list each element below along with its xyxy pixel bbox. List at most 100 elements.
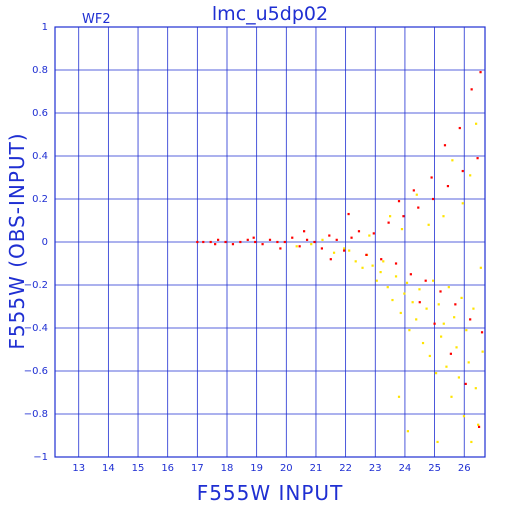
scatter-point [446,185,450,188]
scatter-point [196,240,199,244]
scatter-point [348,249,351,252]
scatter-point [450,395,453,398]
x-tick-label: 14 [102,463,115,474]
scatter-point [418,288,421,291]
scatter-point [436,440,439,444]
x-tick-label: 13 [72,463,85,474]
scatter-point [231,243,235,246]
scatter-point [458,126,461,130]
scatter-point [460,296,463,299]
scatter-point [434,372,438,375]
scatter-point [428,354,431,358]
scatter-point [361,266,364,269]
scatter-point [455,346,458,349]
scatter-point [375,279,378,282]
x-tick-label: 17 [191,463,204,474]
scatter-point [454,303,457,306]
scatter-point [476,157,479,160]
scatter-point [432,197,435,201]
scatter-point [480,331,484,334]
scatter-point [371,264,374,267]
scatter-point [451,159,454,162]
scatter-point [246,238,249,241]
y-axis-label: F555W (OBS-INPUT) [5,132,29,349]
scatter-point [372,232,375,235]
scatter-point [305,238,309,241]
y-tick-label: 0.4 [32,151,48,162]
scatter-point [298,245,301,248]
scatter-point [365,253,368,256]
scatter-point [439,290,442,293]
scatter-point [445,365,448,368]
scatter-point [387,221,390,224]
scatter-point [440,335,443,338]
scatter-point [453,316,456,319]
y-tick-label: −0.6 [24,366,48,377]
scatter-point [291,236,294,239]
scatter-point [402,215,405,218]
scatter-point [329,258,332,261]
scatter-point [399,311,402,315]
x-tick-label: 18 [221,463,234,474]
scatter-point [268,238,272,241]
scatter-point [224,240,227,244]
scatter-point [442,215,445,218]
scatter-point [321,238,324,241]
scatter-point [437,303,440,306]
scatter-point [343,249,346,252]
scatter-point [254,240,257,244]
plot-frame [54,26,486,458]
scatter-point [425,307,428,310]
scatter-point [472,307,475,310]
x-tick-label: 21 [310,463,323,474]
scatter-point [415,318,418,321]
scatter-point [368,234,371,237]
scatter-point [469,318,472,321]
scatter-point [427,223,430,226]
scatter-point [335,238,338,241]
scatter-point [470,88,473,91]
y-tick-label: 0.8 [32,65,48,76]
scatter-point [310,243,313,246]
scatter-point [386,286,389,289]
x-tick-label: 20 [280,463,293,474]
scatter-point [421,341,425,345]
scatter-point [279,247,282,250]
scatter-point [443,144,447,147]
scatter-point [354,260,357,263]
scatter-point [474,387,477,390]
scatter-point [469,174,472,177]
scatter-point [343,247,346,250]
scatter-point [405,281,409,284]
scatter-point [465,329,468,332]
scatter-point [394,275,398,278]
x-tick-label: 26 [458,463,471,474]
y-tick-label: 0.6 [32,108,48,119]
scatter-point [412,189,415,192]
scatter-point [379,271,382,274]
scatter-point [409,273,412,276]
scatter-point [202,240,205,244]
ticks-layer: 13 14 15 16 17 18 19 20 21 22 23 24 25 26 1 0.8 0.6 0.4 0.… [24,22,471,474]
scatter-point [400,228,404,231]
scatter-point [424,279,427,282]
y-tick-label: 0 [42,237,48,248]
scatter-point [295,245,298,248]
scatter-point [209,240,212,244]
x-axis-label: F555W INPUT [197,481,344,505]
scatter-point [320,247,323,250]
scatter-point [397,200,401,203]
y-tick-label: −0.2 [24,280,48,291]
scatter-point [252,236,255,239]
scatter-point [313,240,316,244]
x-tick-label: 22 [339,463,352,474]
scatter-point [462,415,466,418]
scatter-point [276,240,279,244]
scatter-point [481,350,484,353]
scatter-point [380,258,383,261]
scatter-point [432,279,435,282]
x-tick-label: 24 [399,463,412,474]
scatter-point [479,71,482,74]
scatter-point [214,243,217,246]
